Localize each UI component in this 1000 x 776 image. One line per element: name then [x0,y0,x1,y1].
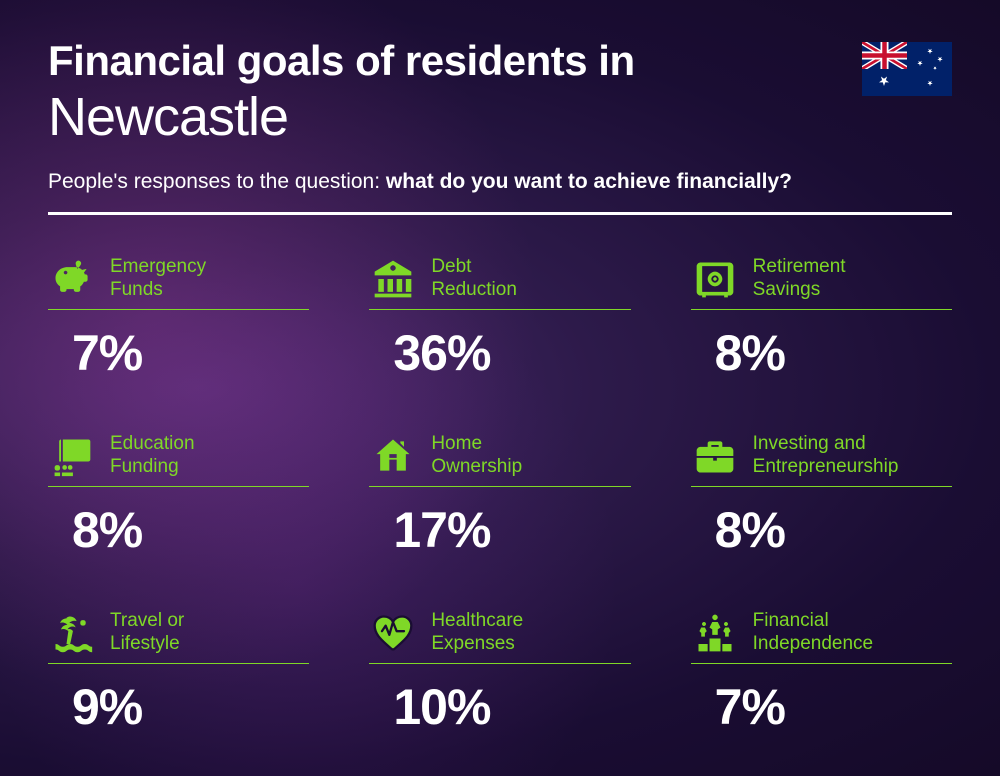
goal-emergency-funds: EmergencyFunds 7% [48,255,309,382]
flag-australia-icon [862,42,952,96]
goal-value: 10% [393,678,630,736]
goal-value: 8% [715,501,952,559]
goal-label: HomeOwnership [431,433,522,479]
goal-home-ownership: HomeOwnership 17% [369,432,630,559]
piggy-bank-icon [48,255,96,303]
header-row: Financial goals of residents in Newcastl… [48,38,952,148]
goal-value: 36% [393,324,630,382]
goal-value: 7% [72,324,309,382]
subtitle-bold: what do you want to achieve financially? [386,170,792,193]
goal-value: 7% [715,678,952,736]
briefcase-icon [691,432,739,480]
goal-education-funding: EducationFunding 8% [48,432,309,559]
goal-healthcare-expenses: HealthcareExpenses 10% [369,609,630,736]
goal-label: EmergencyFunds [110,256,206,302]
goal-retirement-savings: RetirementSavings 8% [691,255,952,382]
title-line2: Newcastle [48,86,862,148]
subtitle-prefix: People's responses to the question: [48,170,386,193]
title-block: Financial goals of residents in Newcastl… [48,38,862,148]
heart-icon [369,609,417,657]
goal-label: DebtReduction [431,256,517,302]
bank-icon [369,255,417,303]
goal-label: Investing andEntrepreneurship [753,433,899,479]
goal-debt-reduction: DebtReduction 36% [369,255,630,382]
goal-label: HealthcareExpenses [431,610,523,656]
title-line1: Financial goals of residents in [48,38,862,84]
goal-financial-independence: FinancialIndependence 7% [691,609,952,736]
subtitle: People's responses to the question: what… [48,170,952,194]
podium-icon [691,609,739,657]
goal-investing-entrepreneurship: Investing andEntrepreneurship 8% [691,432,952,559]
goal-value: 8% [72,501,309,559]
goal-label: FinancialIndependence [753,610,873,656]
goal-label: EducationFunding [110,433,195,479]
goal-label: RetirementSavings [753,256,846,302]
safe-icon [691,255,739,303]
palm-icon [48,609,96,657]
education-icon [48,432,96,480]
goal-label: Travel orLifestyle [110,610,184,656]
goal-value: 9% [72,678,309,736]
divider [48,212,952,215]
goals-grid: EmergencyFunds 7% DebtReduction 36% [48,255,952,736]
goal-value: 17% [393,501,630,559]
house-icon [369,432,417,480]
goal-value: 8% [715,324,952,382]
goal-travel-lifestyle: Travel orLifestyle 9% [48,609,309,736]
